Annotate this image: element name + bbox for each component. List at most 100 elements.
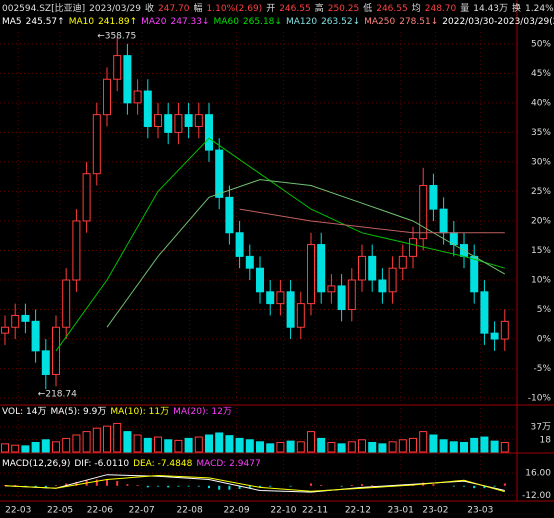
candle-body (41, 350, 50, 375)
candle-body (500, 320, 509, 340)
y-tick-label: 50% (531, 39, 551, 49)
quote-row-item: 量 (460, 3, 469, 14)
candle-body (429, 185, 438, 210)
volume-bar (174, 439, 183, 453)
volume-bar (347, 441, 356, 453)
candle-body (123, 55, 132, 104)
ma-row-item: MA5 (2, 17, 22, 27)
volume-bar (398, 439, 407, 453)
candle-body (327, 285, 336, 293)
volume-bar (317, 437, 326, 453)
candle-body (133, 90, 142, 104)
volume-bar (205, 434, 213, 453)
y-tick-label: 16.00 (525, 469, 551, 479)
quote-row-item: 高 (315, 2, 324, 14)
volume-bar (439, 439, 448, 453)
vol-label-row: VOL: 14万 MA(5): 9.9万 MA(10): 11万 MA(20): 12… (2, 407, 232, 417)
quote-row-item: 1.10%(2.69) (207, 4, 263, 14)
ma-row-item: MA250 (364, 17, 395, 27)
price-annotation: ←358.75 (97, 31, 136, 41)
volume-bar (103, 425, 111, 453)
candle-body (62, 279, 71, 328)
y-tick-label: 5% (537, 305, 552, 315)
ma-row-item: MA120 (286, 17, 317, 27)
volume-bar (194, 436, 203, 453)
quote-row-item: 换 (512, 2, 521, 14)
candle-body (480, 291, 489, 334)
candle-body (245, 255, 254, 269)
volume-bar (11, 444, 20, 453)
volume-bar (52, 441, 60, 453)
ma-row-item: 245.57↑ (26, 17, 65, 27)
volume-bar (82, 431, 91, 453)
quote-row-item: 14.43万 (473, 4, 508, 14)
volume-bar (296, 441, 305, 453)
y-tick-label: 0% (537, 335, 552, 345)
volume-bar (409, 437, 417, 453)
candle-body (256, 267, 264, 293)
volume-bar (235, 437, 244, 453)
candle-body (103, 78, 111, 116)
y-tick-label: 40% (531, 98, 551, 108)
volume-bar (388, 441, 397, 453)
volume-bar (470, 437, 479, 453)
candle-body (307, 244, 315, 305)
volume-bar (276, 441, 285, 453)
volume-bar (286, 440, 295, 453)
vol-label-row-item: VOL: 14万 (2, 407, 46, 417)
y-tick-label: 10% (531, 276, 551, 286)
y-tick-label: 18 (540, 435, 552, 445)
volume-bar (62, 437, 71, 453)
candle-body (266, 291, 275, 305)
volume-bar (460, 441, 468, 453)
quote-row-item: 开 (266, 3, 275, 14)
x-tick-label: 23-03 (467, 506, 493, 516)
volume-bar (123, 431, 132, 453)
candle-body (490, 332, 499, 340)
candle-body (113, 55, 122, 80)
volume-bar (480, 436, 489, 453)
x-tick-label: 22-09 (223, 506, 249, 516)
candle-body (194, 114, 203, 127)
x-tick-label: 22-12 (345, 506, 371, 516)
candle-body (82, 173, 91, 222)
candle-body (143, 90, 152, 127)
quote-row-item: 246.55 (279, 4, 311, 14)
quote-row-item: 002594.SZ[比亚迪] (2, 2, 85, 14)
quote-row-item: 250.25 (328, 4, 360, 14)
quote-row-item: 246.55 (376, 4, 408, 14)
quote-row-item: 247.70 (158, 4, 190, 14)
candle-body (276, 291, 285, 305)
macd-label-row: MACD(12,26,9) DIF: -6.0110 DEA: -7.4848 MAC… (2, 459, 261, 469)
volume-bar (72, 434, 81, 453)
indicator-line (55, 137, 505, 352)
y-tick-label: 35% (531, 128, 551, 138)
x-tick-label: 23-02 (422, 506, 448, 516)
y-tick-label: 45% (531, 69, 551, 79)
volume-bar (378, 443, 387, 453)
x-tick-label: 23-01 (388, 506, 414, 516)
candle-body (215, 149, 224, 198)
volume-bar (337, 443, 346, 453)
x-tick-label: 22-07 (129, 506, 155, 516)
ma-row-item: 2022/03/30-2023/03/29(243日) (442, 16, 554, 27)
candle-body (358, 255, 366, 281)
candle-body (419, 185, 428, 240)
volume-bar (266, 443, 275, 453)
volume-bar (21, 445, 30, 453)
macd-label-row-item: DIF: -6.0110 (74, 459, 129, 469)
quote-row-item: 248.70 (425, 4, 457, 14)
ma-row: MA5 245.57↑ MA10 241.89↑ MA20 247.33↓ MA60 265.… (2, 16, 554, 27)
macd-label-row-item: MACD(12,26,9) (2, 459, 70, 469)
candle-body (296, 303, 305, 328)
vol-label-row-item: MA(5): 9.9万 (50, 407, 106, 417)
candle-body (337, 285, 346, 311)
volume-bar (113, 422, 122, 453)
volume-bar (245, 439, 254, 453)
x-tick-label: 22-10 (270, 506, 296, 516)
quote-row-item: 收 (145, 2, 154, 14)
quote-row-item: 幅 (194, 2, 203, 14)
candle-body (398, 255, 407, 269)
volume-bar (41, 439, 50, 453)
indicator-line (4, 474, 505, 493)
